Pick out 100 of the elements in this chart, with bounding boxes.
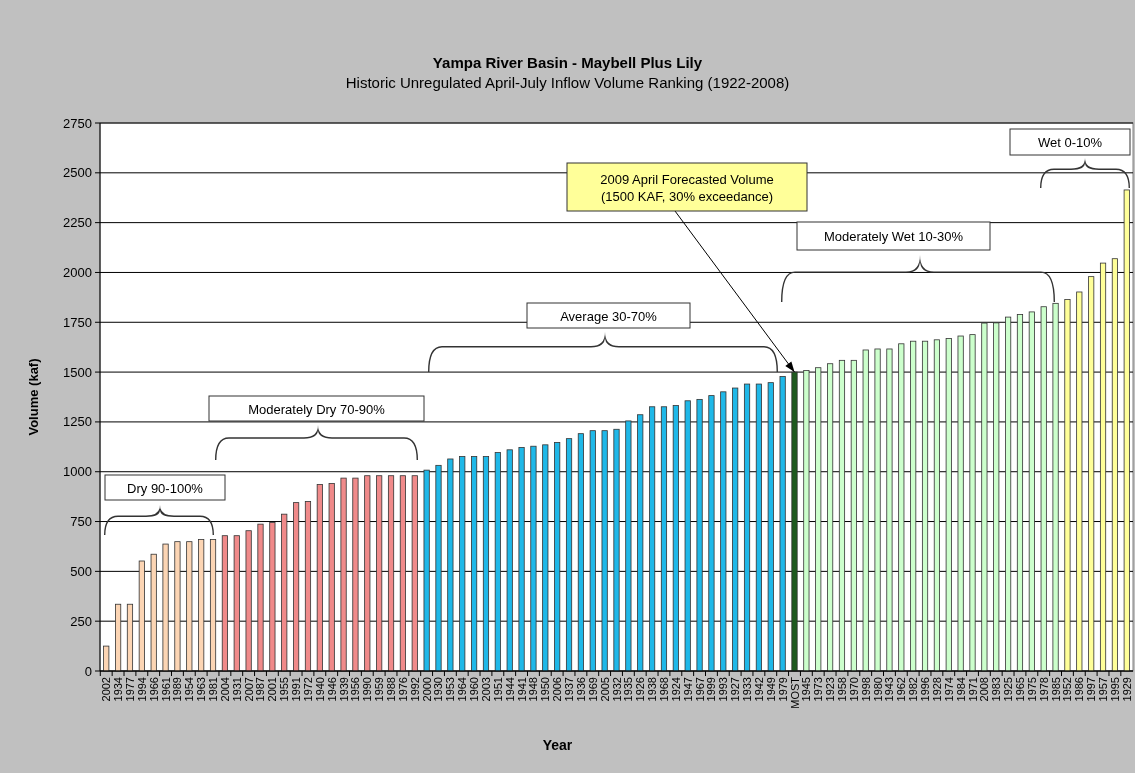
annotation: Moderately Dry 70-90% (248, 401, 386, 416)
y-tick-label: 1750 (63, 314, 92, 330)
x-tick-label: 1940 (313, 677, 326, 702)
bar (1052, 302, 1059, 672)
bar (233, 535, 240, 672)
annotation: Dry 90-100% (127, 480, 204, 495)
bar (364, 475, 371, 672)
x-tick-label: 1959 (373, 677, 386, 702)
bar (138, 560, 145, 672)
bar (625, 420, 632, 672)
y-tick-label: 750 (70, 514, 92, 530)
x-tick-label: 1997 (1085, 677, 1098, 702)
x-tick-label: 1938 (646, 677, 659, 702)
bar (1123, 189, 1130, 672)
x-tick-label: 1935 (622, 677, 635, 702)
y-tick-label: 2000 (63, 264, 92, 280)
x-tick-label: 1933 (741, 677, 754, 702)
bar (554, 442, 561, 672)
x-tick-label: 2004 (218, 677, 231, 702)
x-tick-label: 1941 (515, 677, 528, 702)
x-tick-label: 1931 (230, 677, 243, 702)
x-tick-label: 1999 (705, 677, 718, 702)
x-tick-label: 1975 (1025, 677, 1038, 702)
x-tick-label: 1987 (254, 677, 267, 702)
x-tick-label: 2002 (100, 677, 113, 702)
bar (115, 603, 122, 672)
bar (245, 530, 252, 672)
x-tick-label: 1950 (539, 677, 552, 702)
bar (340, 477, 347, 672)
x-tick-label: 1944 (503, 677, 516, 702)
x-tick-label: 1957 (1097, 677, 1110, 702)
x-tick-label: 1971 (966, 677, 979, 702)
x-tick-label: 1994 (135, 677, 148, 702)
x-tick-label: 1964 (456, 677, 469, 702)
y-tick-label: 500 (70, 563, 92, 579)
x-tick-label: 1985 (1049, 677, 1062, 702)
x-tick-label: 1937 (563, 677, 576, 702)
x-tick-label: 1945 (800, 677, 813, 702)
x-tick-label: 1929 (1120, 677, 1133, 702)
y-tick-label: 1250 (63, 414, 92, 430)
bar (352, 477, 359, 672)
x-tick-label: 2006 (551, 677, 564, 702)
x-tick-label: 1928 (930, 677, 943, 702)
bar (411, 475, 418, 672)
annotation: Moderately Wet 10-30% (823, 228, 964, 244)
x-tick-label: 1925 (1002, 677, 1015, 702)
x-tick-label: 1951 (491, 677, 504, 702)
x-tick-label: 1955 (278, 677, 291, 702)
bar (921, 340, 929, 672)
bar (720, 391, 727, 672)
bar (328, 483, 335, 672)
y-tick-label: 250 (70, 613, 92, 629)
x-tick-label: 2000 (420, 677, 433, 702)
x-tick-label: 1947 (681, 677, 694, 702)
bar (518, 447, 525, 672)
bar (672, 405, 679, 672)
x-tick-label: 1923 (824, 677, 837, 702)
bar (767, 382, 774, 672)
x-tick-label: 1968 (657, 677, 670, 702)
bar (471, 456, 478, 672)
y-tick-label: 2250 (63, 215, 92, 231)
x-tick-label: 2007 (242, 677, 255, 702)
bar (150, 553, 157, 672)
chart-subtitle: Historic Unregulated April-July Inflow Volume Ranking (1922-2008) (345, 74, 790, 91)
bar (589, 430, 596, 672)
x-tick-label: 1965 (1013, 677, 1026, 702)
bar (316, 484, 323, 672)
bar (684, 400, 691, 672)
x-tick-label: 1926 (634, 677, 647, 702)
bar (649, 406, 656, 672)
bar (803, 370, 810, 672)
x-tick-label: 1989 (171, 677, 184, 702)
bar (874, 348, 881, 672)
bar (1064, 299, 1071, 672)
x-tick-label: 1956 (349, 677, 362, 702)
bar (530, 445, 537, 672)
x-axis-title: Year (542, 737, 573, 753)
bar (850, 359, 857, 672)
y-axis-title: Volume (kaf) (26, 358, 41, 436)
x-tick-label: 1954 (183, 677, 196, 702)
bar (815, 367, 822, 672)
bar (993, 322, 1000, 672)
bar (743, 383, 751, 672)
bar (577, 433, 584, 672)
x-tick-label: 1980 (871, 677, 884, 702)
x-tick-label: 1948 (527, 677, 540, 702)
bar (910, 340, 917, 672)
bar (981, 322, 988, 672)
x-tick-label: 1970 (847, 677, 860, 702)
x-tick-label: 1991 (290, 677, 303, 702)
x-tick-label: 1963 (195, 677, 208, 702)
bar (399, 475, 406, 672)
bar (482, 456, 490, 672)
x-tick-label: 1939 (337, 677, 350, 702)
x-tick-label: 1983 (990, 677, 1003, 702)
bar (1111, 258, 1118, 672)
y-tick-label: 2750 (63, 115, 92, 131)
bar (459, 456, 466, 672)
bar (827, 363, 834, 672)
x-tick-label: 1976 (396, 677, 409, 702)
